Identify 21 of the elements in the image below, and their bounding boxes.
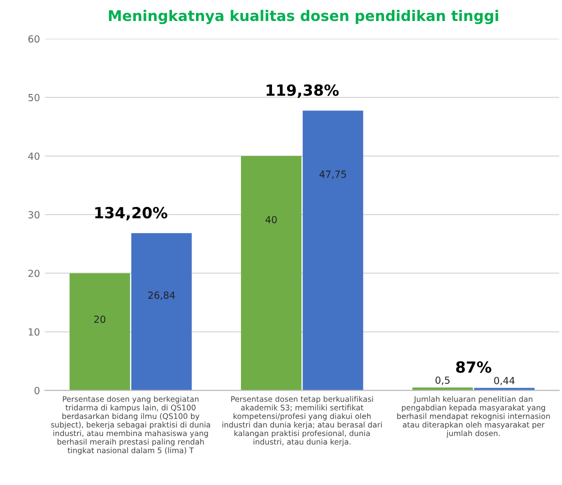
bar	[70, 273, 130, 390]
data-label: 26,84	[148, 292, 175, 300]
bar	[240, 156, 302, 390]
y-tick-label: 30	[28, 211, 40, 218]
annotation: 87%	[456, 361, 492, 373]
bar	[302, 110, 364, 390]
data-label: 0,44	[494, 376, 515, 386]
annotation: 134,20%	[95, 206, 168, 220]
data-label: 47,75	[319, 170, 346, 179]
y-tick-label: 50	[28, 94, 40, 102]
annotation: 119,38%	[266, 84, 339, 98]
data-label: 20	[94, 316, 106, 323]
y-tick-label: 10	[28, 328, 40, 336]
bar	[131, 233, 192, 390]
y-tick-label: 20	[28, 270, 40, 278]
y-tick-label: 40	[28, 152, 40, 160]
chart-title: Meningkatnya kualitas dosen pendidikan tinggi	[108, 10, 498, 24]
y-tick-label: 0	[34, 386, 40, 394]
data-label: 0,5	[436, 376, 450, 385]
data-label: 40	[266, 216, 277, 224]
y-tick-label: 60	[28, 35, 40, 43]
